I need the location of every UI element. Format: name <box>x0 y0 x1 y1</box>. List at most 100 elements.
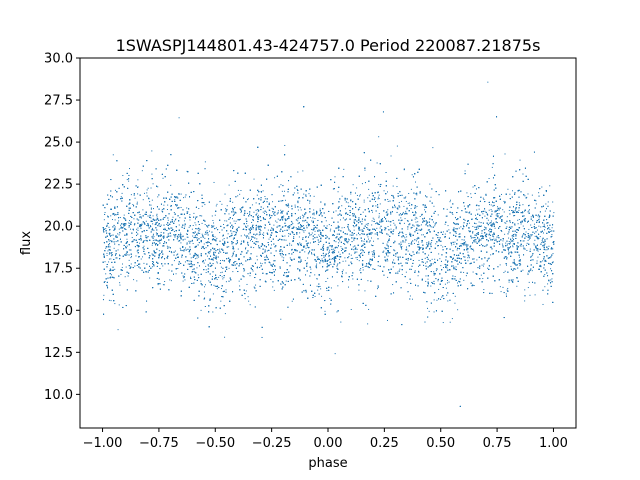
data-point <box>460 284 462 286</box>
data-point <box>105 228 107 230</box>
data-point <box>488 222 490 224</box>
data-point <box>137 179 139 181</box>
data-point <box>229 259 231 260</box>
data-point <box>192 269 194 271</box>
data-point <box>327 248 329 250</box>
data-point <box>136 250 138 252</box>
data-point <box>550 279 552 281</box>
data-point <box>349 210 351 212</box>
data-point <box>403 197 405 199</box>
data-point <box>536 229 538 231</box>
data-point <box>416 217 418 219</box>
data-point <box>345 272 347 274</box>
data-point <box>504 233 506 235</box>
data-point <box>215 205 217 207</box>
data-point <box>531 254 533 256</box>
data-point <box>404 218 406 220</box>
data-point <box>364 169 366 171</box>
data-point <box>336 264 338 266</box>
data-point <box>403 222 405 224</box>
data-point <box>183 220 185 222</box>
data-point <box>291 300 293 302</box>
data-point <box>342 269 344 271</box>
data-point <box>537 256 539 258</box>
data-point <box>106 252 108 254</box>
data-point <box>363 199 365 201</box>
data-point <box>537 250 539 252</box>
data-point <box>405 271 407 273</box>
data-point <box>427 229 429 231</box>
data-point <box>518 219 520 220</box>
data-point <box>549 228 551 230</box>
data-point <box>466 244 468 246</box>
data-point <box>472 231 474 233</box>
data-point <box>506 226 508 228</box>
data-point <box>228 262 230 264</box>
data-point <box>142 256 144 258</box>
data-point <box>370 232 372 234</box>
data-point <box>114 189 116 191</box>
data-point <box>219 248 221 250</box>
data-point <box>532 220 534 222</box>
data-point <box>284 218 286 220</box>
data-point <box>368 210 370 212</box>
data-point <box>411 174 413 176</box>
data-point <box>337 238 339 240</box>
data-point <box>440 265 442 267</box>
data-point <box>143 245 145 247</box>
data-point <box>509 221 511 223</box>
data-point <box>280 219 282 221</box>
data-point <box>167 219 169 221</box>
data-point <box>204 237 206 239</box>
data-point <box>403 236 405 238</box>
data-point <box>299 216 301 218</box>
data-point <box>111 219 113 221</box>
data-point <box>349 234 351 236</box>
data-point <box>325 220 327 222</box>
data-point <box>418 270 420 272</box>
data-point <box>353 226 355 228</box>
data-point <box>122 263 124 265</box>
data-point <box>519 256 520 258</box>
data-point <box>104 280 106 282</box>
data-point <box>458 227 460 229</box>
data-point <box>452 265 454 267</box>
data-point <box>311 220 313 222</box>
data-point <box>280 283 282 285</box>
data-point <box>224 240 226 242</box>
data-point <box>166 223 168 225</box>
data-point <box>268 202 270 204</box>
data-point <box>297 218 299 220</box>
data-point <box>304 245 306 247</box>
data-point <box>104 212 106 214</box>
data-point <box>129 223 131 225</box>
data-point <box>247 199 249 201</box>
data-point <box>290 258 292 260</box>
data-point <box>467 260 469 262</box>
data-point <box>514 210 516 212</box>
data-point <box>432 221 434 223</box>
data-point <box>416 229 418 231</box>
data-point <box>151 253 153 255</box>
data-point <box>347 227 349 229</box>
data-point <box>147 225 149 227</box>
data-point <box>333 248 335 250</box>
data-point <box>284 190 286 192</box>
data-point <box>279 249 281 251</box>
data-point <box>513 236 515 238</box>
data-point <box>309 202 311 204</box>
data-point <box>264 196 266 198</box>
data-point <box>509 251 511 253</box>
data-point <box>186 236 188 238</box>
data-point <box>497 206 499 208</box>
data-point <box>359 194 361 196</box>
data-point <box>153 229 155 231</box>
data-point <box>316 285 318 287</box>
data-point <box>540 226 542 228</box>
data-point <box>212 311 214 313</box>
data-point <box>429 231 431 233</box>
data-point <box>161 208 163 210</box>
data-point <box>314 218 316 219</box>
data-point <box>416 251 418 253</box>
data-point <box>276 221 278 223</box>
